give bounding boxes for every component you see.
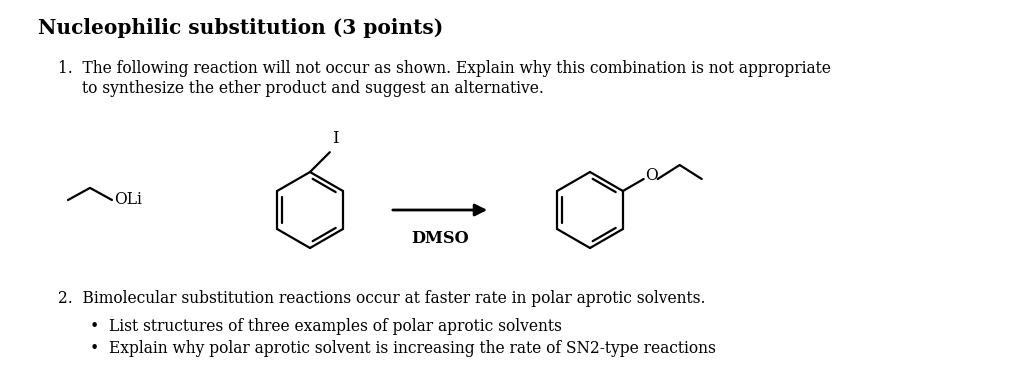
Text: Nucleophilic substitution (3 points): Nucleophilic substitution (3 points): [38, 18, 443, 38]
Text: 1.  The following reaction will not occur as shown. Explain why this combination: 1. The following reaction will not occur…: [58, 60, 830, 77]
Text: O: O: [645, 167, 657, 183]
Text: OLi: OLi: [114, 191, 142, 209]
Text: 2.  Bimolecular substitution reactions occur at faster rate in polar aprotic sol: 2. Bimolecular substitution reactions oc…: [58, 290, 706, 307]
Text: •  List structures of three examples of polar aprotic solvents: • List structures of three examples of p…: [90, 318, 562, 335]
Text: DMSO: DMSO: [411, 230, 469, 247]
Text: •  Explain why polar aprotic solvent is increasing the rate of SN2-type reaction: • Explain why polar aprotic solvent is i…: [90, 340, 716, 357]
Text: to synthesize the ether product and suggest an alternative.: to synthesize the ether product and sugg…: [82, 80, 544, 97]
Text: I: I: [332, 130, 338, 147]
